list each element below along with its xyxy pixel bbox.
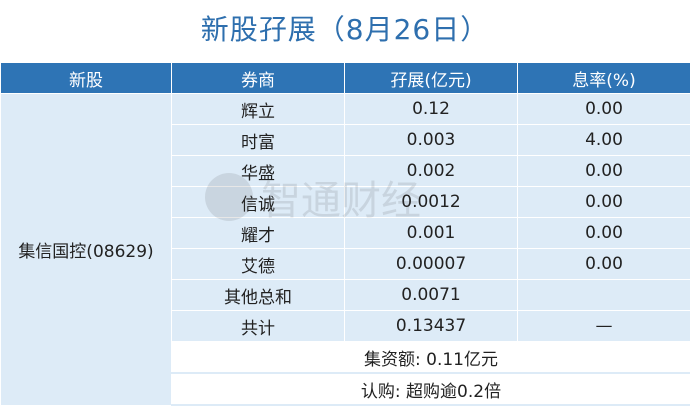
table-header: 新股 券商 孖展(亿元) 息率(%) bbox=[1, 63, 690, 94]
rate-cell: 0.00 bbox=[518, 94, 690, 125]
rate-cell: 0.00 bbox=[518, 187, 690, 218]
broker-cell: 其他总和 bbox=[172, 280, 345, 311]
header-broker: 券商 bbox=[172, 63, 345, 94]
margin-cell: 0.13437 bbox=[345, 311, 518, 342]
margin-cell: 0.002 bbox=[345, 156, 518, 187]
rate-cell: 0.00 bbox=[518, 249, 690, 280]
margin-cell: 0.003 bbox=[345, 125, 518, 156]
margin-cell: 0.00007 bbox=[345, 249, 518, 280]
broker-cell: 辉立 bbox=[172, 94, 345, 125]
rate-cell: 0.00 bbox=[518, 218, 690, 249]
broker-cell: 共计 bbox=[172, 311, 345, 342]
header-stock: 新股 bbox=[1, 63, 172, 94]
header-margin: 孖展(亿元) bbox=[345, 63, 518, 94]
broker-cell: 耀才 bbox=[172, 218, 345, 249]
subscription-status: 认购: 超购逾0.2倍 bbox=[172, 373, 690, 405]
margin-cell: 0.001 bbox=[345, 218, 518, 249]
rate-cell: — bbox=[518, 311, 690, 342]
rate-cell: 0.00 bbox=[518, 156, 690, 187]
broker-cell: 华盛 bbox=[172, 156, 345, 187]
margin-cell: 0.0012 bbox=[345, 187, 518, 218]
page-title: 新股孖展（8月26日） bbox=[0, 0, 690, 62]
broker-cell: 信诚 bbox=[172, 187, 345, 218]
rate-cell bbox=[518, 280, 690, 311]
fundraising-amount: 集资额: 0.11亿元 bbox=[172, 342, 690, 374]
broker-cell: 艾德 bbox=[172, 249, 345, 280]
rate-cell: 4.00 bbox=[518, 125, 690, 156]
stock-name: 集信国控(08629) bbox=[1, 94, 172, 406]
broker-cell: 时富 bbox=[172, 125, 345, 156]
margin-cell: 0.12 bbox=[345, 94, 518, 125]
margin-cell: 0.0071 bbox=[345, 280, 518, 311]
header-rate: 息率(%) bbox=[518, 63, 690, 94]
